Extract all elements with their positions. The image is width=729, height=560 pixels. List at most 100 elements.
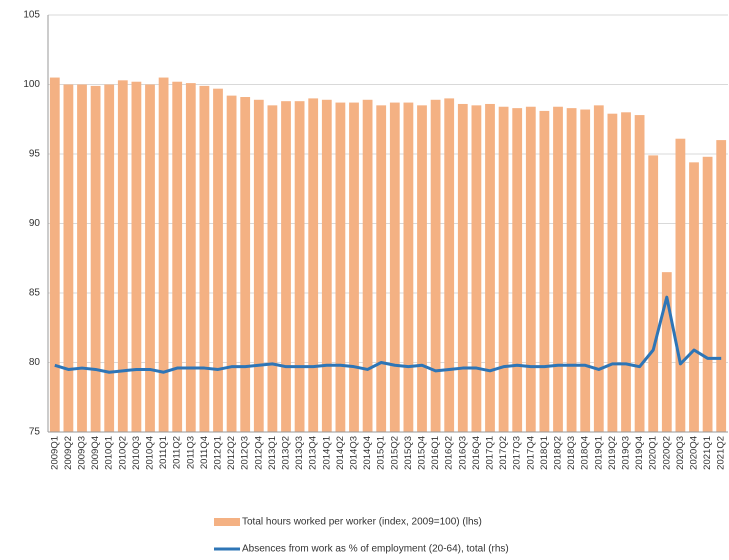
legend-label: Total hours worked per worker (index, 20… <box>242 517 482 528</box>
legend-label: Absences from work as % of employment (2… <box>242 544 509 555</box>
bar <box>281 101 291 433</box>
bar <box>661 272 672 432</box>
bar <box>498 106 509 433</box>
bar <box>607 113 618 432</box>
bar <box>512 108 523 432</box>
bar <box>117 80 128 432</box>
x-tick-label: 2011Q2 <box>172 436 183 469</box>
bar <box>349 102 359 432</box>
bar <box>403 102 414 432</box>
x-tick-label: 2012Q3 <box>240 436 251 470</box>
x-tick-label: 2015Q1 <box>376 436 387 470</box>
x-tick-label: 2019Q1 <box>593 436 604 470</box>
y-tick-label: 80 <box>29 357 41 368</box>
x-tick-label: 2020Q1 <box>648 436 659 470</box>
x-tick-label: 2015Q4 <box>417 436 428 470</box>
bar <box>90 85 101 432</box>
bar <box>145 84 155 432</box>
y-tick-label: 105 <box>23 10 40 21</box>
bar <box>634 115 645 432</box>
bar <box>389 102 400 432</box>
bar <box>253 99 264 432</box>
bar <box>457 103 468 433</box>
bar <box>240 97 251 432</box>
bar <box>444 98 455 433</box>
x-tick-label: 2015Q3 <box>403 436 414 470</box>
x-tick-label: 2013Q4 <box>308 436 319 470</box>
bar <box>580 109 591 433</box>
bar <box>267 105 278 432</box>
x-tick-label: 2017Q1 <box>485 436 496 470</box>
bar <box>553 106 563 433</box>
x-tick-label: 2014Q1 <box>321 436 332 470</box>
line <box>54 295 722 374</box>
x-tick-label: 2017Q2 <box>498 436 509 470</box>
y-tick-label: 90 <box>29 218 41 229</box>
x-tick-label: 2009Q2 <box>63 436 74 470</box>
bar <box>63 84 74 432</box>
bar <box>362 99 373 432</box>
bar <box>226 95 237 433</box>
x-tick-label: 2013Q1 <box>267 436 278 470</box>
x-tick-label: 2013Q3 <box>294 436 305 470</box>
bar <box>49 77 60 433</box>
x-tick-label: 2020Q4 <box>689 436 700 470</box>
x-tick-label: 2019Q3 <box>621 436 632 470</box>
x-tick-label: 2010Q3 <box>131 436 142 470</box>
x-tick-label: 2013Q2 <box>281 436 292 470</box>
bar <box>525 106 536 433</box>
bar <box>213 88 223 433</box>
x-tick-label: 2010Q1 <box>104 436 115 470</box>
x-tick-label: 2020Q3 <box>675 436 686 470</box>
x-tick-label: 2014Q3 <box>349 436 360 470</box>
x-tick-label: 2021Q2 <box>716 436 727 470</box>
bar <box>308 98 319 433</box>
bar <box>335 102 346 432</box>
x-tick-label: 2014Q2 <box>335 436 346 470</box>
bar <box>648 155 659 432</box>
bar <box>702 156 713 432</box>
x-tick-label: 2014Q4 <box>362 436 373 470</box>
bar <box>417 105 427 432</box>
bar <box>430 99 441 432</box>
y-tick-label: 100 <box>23 79 40 90</box>
bar <box>593 105 604 432</box>
x-tick-label: 2011Q1 <box>158 436 169 469</box>
x-tick-label: 2018Q1 <box>539 436 550 470</box>
bar <box>172 81 183 432</box>
x-tick-label: 2019Q2 <box>607 436 618 470</box>
bar <box>675 138 686 432</box>
bar <box>566 108 577 432</box>
x-tick-label: 2009Q4 <box>90 436 101 470</box>
bar <box>621 112 631 433</box>
y-tick-label: 75 <box>29 427 41 438</box>
bar <box>321 99 332 432</box>
bar <box>104 84 115 432</box>
x-tick-label: 2018Q3 <box>566 436 577 470</box>
x-tick-label: 2009Q1 <box>49 436 60 470</box>
bar <box>689 162 699 432</box>
bar <box>158 77 169 433</box>
x-tick-label: 2012Q4 <box>253 436 264 470</box>
x-tick-label: 2016Q1 <box>430 436 441 470</box>
legend-swatch <box>214 518 240 526</box>
x-tick-label: 2018Q2 <box>553 436 564 470</box>
bar <box>539 110 550 432</box>
x-tick-label: 2017Q3 <box>512 436 523 470</box>
bar <box>716 140 727 432</box>
x-tick-label: 2016Q3 <box>457 436 468 470</box>
bar <box>485 103 495 433</box>
bar <box>185 83 196 433</box>
bar <box>294 101 305 433</box>
x-tick-label: 2011Q3 <box>185 436 196 469</box>
y-tick-label: 85 <box>29 288 41 299</box>
bar <box>77 84 87 432</box>
x-tick-label: 2018Q4 <box>580 436 591 470</box>
x-tick-label: 2021Q1 <box>702 436 713 470</box>
bar <box>376 105 387 432</box>
x-tick-label: 2016Q2 <box>444 436 455 470</box>
bar <box>199 85 210 432</box>
bar <box>131 81 142 432</box>
x-tick-label: 2010Q2 <box>117 436 128 470</box>
